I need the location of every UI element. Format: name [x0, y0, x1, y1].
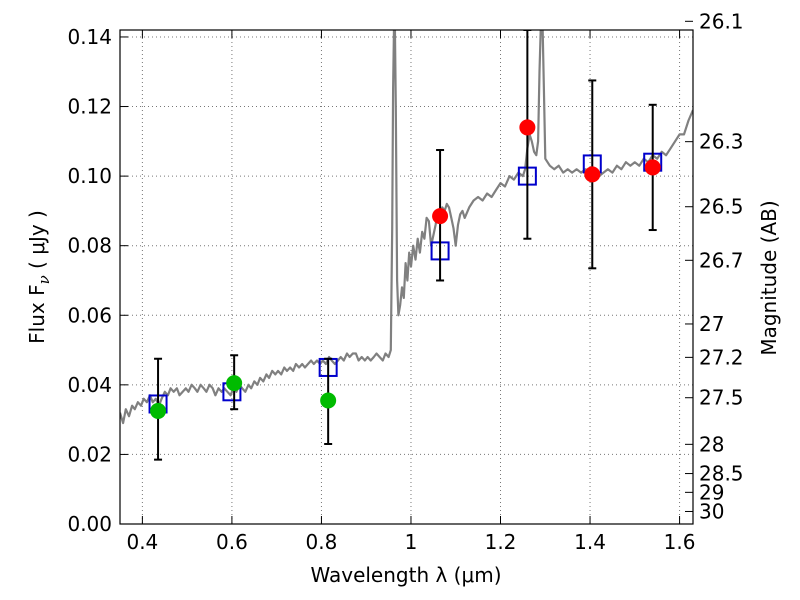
y-tick-label: 0.14 — [67, 25, 112, 49]
y2-axis-title: Magnitude (AB) — [757, 200, 781, 355]
y2-tick-label: 27 — [699, 312, 724, 336]
axis-ticks: 0.4 0.6 0.8 1 1.2 1.4 1.6 0.00 0.02 0.04 0.06 0.08 0… — [67, 9, 743, 554]
y2-tick-label: 26.3 — [699, 130, 744, 154]
y2-tick-label: 26.7 — [699, 248, 744, 272]
y2-tick-label: 27.5 — [699, 386, 744, 410]
nir-photometry-point — [644, 159, 661, 176]
x-tick-label: 1.4 — [574, 530, 606, 554]
y2-tick-label: 29 — [699, 480, 724, 504]
y2-tick-label: 28 — [699, 432, 724, 456]
y2-tick-label: 27.2 — [699, 345, 744, 369]
spectrum-line — [120, 30, 693, 425]
x-tick-label: 1.2 — [485, 530, 517, 554]
y-axis-title: Flux Fν ( μJy ) — [25, 210, 53, 344]
plot-data — [120, 30, 693, 461]
y-tick-label: 0.02 — [67, 442, 112, 466]
y-axis-title-sub: ν — [35, 275, 53, 284]
y-tick-label: 0.08 — [67, 234, 112, 258]
optical-photometry-point — [226, 375, 243, 392]
y-axis-title-main: Flux F — [25, 284, 49, 343]
x-axis-title: Wavelength λ (μm) — [310, 563, 501, 587]
nir-photometry-point — [432, 208, 449, 225]
x-tick-label: 1 — [405, 530, 418, 554]
y2-tick-label: 30 — [699, 499, 724, 523]
optical-photometry-point — [320, 392, 337, 409]
y2-tick-label: 26.1 — [699, 9, 744, 33]
x-tick-label: 0.4 — [126, 530, 158, 554]
x-tick-label: 0.8 — [306, 530, 338, 554]
y2-tick-label: 26.5 — [699, 195, 744, 219]
y-tick-label: 0.00 — [67, 512, 112, 536]
y-tick-label: 0.12 — [67, 95, 112, 119]
optical-photometry-point — [150, 402, 167, 419]
y-tick-label: 0.04 — [67, 373, 112, 397]
x-tick-label: 0.6 — [216, 530, 248, 554]
y2-tick-label: 28.5 — [699, 462, 744, 486]
y-tick-label: 0.10 — [67, 164, 112, 188]
y-axis-title-unit: ( μJy ) — [25, 210, 49, 275]
nir-photometry-point — [519, 119, 536, 136]
plot-frame — [119, 29, 694, 525]
nir-photometry-point — [584, 166, 601, 183]
x-tick-label: 1.6 — [664, 530, 696, 554]
y-tick-label: 0.06 — [67, 303, 112, 327]
